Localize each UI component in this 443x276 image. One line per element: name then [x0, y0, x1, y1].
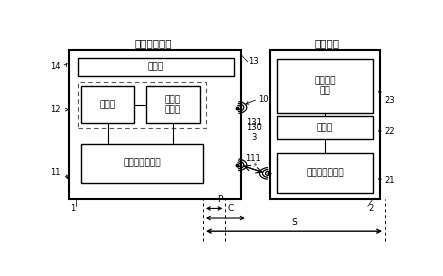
Bar	[81, 86, 134, 123]
Text: 21: 21	[384, 176, 394, 185]
Bar	[270, 50, 380, 199]
Text: 131: 131	[246, 118, 262, 127]
Text: 130: 130	[246, 123, 262, 132]
Text: 13: 13	[248, 57, 258, 66]
Bar	[78, 82, 206, 128]
Text: 12: 12	[51, 105, 61, 114]
Text: 无线电通信模块: 无线电通信模块	[306, 168, 344, 177]
Text: 处理器: 处理器	[317, 123, 333, 132]
Text: 2: 2	[369, 204, 374, 213]
Text: 访问控制装置: 访问控制装置	[135, 38, 172, 48]
Bar	[81, 144, 203, 183]
Bar	[277, 59, 373, 113]
Text: 无线电通信模块: 无线电通信模块	[123, 159, 161, 168]
Text: 14: 14	[51, 62, 61, 71]
Text: 10: 10	[258, 94, 268, 104]
Text: 电子锁: 电子锁	[148, 62, 164, 71]
Text: 接近度
检测器: 接近度 检测器	[165, 95, 181, 115]
Text: 访问确认
模块: 访问确认 模块	[314, 76, 336, 95]
Text: 111: 111	[245, 154, 261, 163]
Text: 1: 1	[70, 204, 75, 213]
Text: 移动设备: 移动设备	[314, 38, 339, 48]
Bar	[277, 116, 373, 139]
Text: P: P	[217, 195, 222, 204]
Bar	[277, 153, 373, 193]
Text: 3: 3	[251, 133, 256, 142]
Text: S: S	[291, 217, 297, 227]
Bar	[146, 86, 199, 123]
Text: C: C	[227, 204, 233, 213]
Text: 11: 11	[51, 168, 61, 177]
Bar	[69, 50, 241, 199]
Text: ⚡: ⚡	[253, 162, 257, 168]
Text: 控制器: 控制器	[100, 100, 116, 109]
Bar	[78, 58, 234, 76]
Text: 22: 22	[384, 128, 394, 136]
Text: 23: 23	[384, 95, 395, 105]
